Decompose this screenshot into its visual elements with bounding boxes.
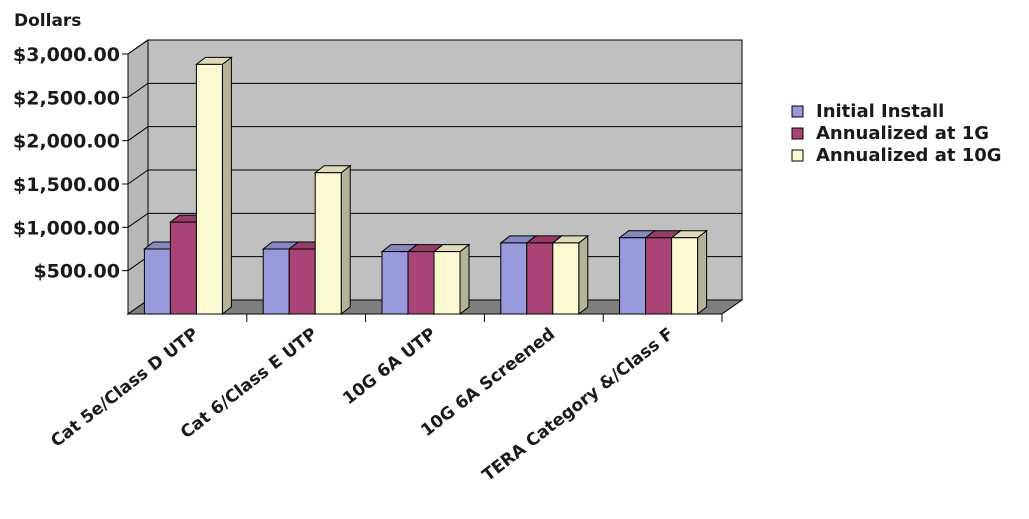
bar-side	[221, 56, 232, 316]
bar-front	[195, 63, 223, 315]
y-tick-labels: $500.00 $1,000.00 $1,500.00 $2,000.00 $2,500…	[13, 44, 120, 283]
legend-item: Initial Install	[791, 101, 944, 122]
bar-front	[314, 172, 342, 315]
bar-side	[459, 243, 470, 316]
y-tick-label: $2,000.00	[13, 131, 120, 153]
bar-front	[169, 221, 197, 315]
bar-side	[578, 234, 589, 316]
gridline	[127, 212, 742, 228]
bar	[551, 234, 590, 316]
y-tick-label: $500.00	[33, 261, 120, 283]
bar-side	[340, 164, 351, 316]
bar	[194, 56, 233, 316]
bar-front	[143, 248, 171, 315]
bar-front	[262, 248, 290, 315]
bar-front	[407, 251, 435, 315]
bar-front	[526, 242, 554, 315]
gridline	[127, 82, 742, 98]
bar-front	[288, 248, 316, 315]
bar-front	[671, 237, 699, 315]
bar	[432, 243, 471, 316]
bar-front	[433, 251, 461, 315]
legend-label: Annualized at 1G	[816, 123, 989, 144]
bar-front	[645, 237, 673, 315]
legend-label: Initial Install	[816, 101, 944, 122]
x-tick-label: TERA Category &/Class F	[479, 324, 678, 486]
bar-front	[500, 242, 528, 315]
legend-swatch	[791, 149, 804, 162]
bar-front	[619, 237, 647, 315]
legend-item: Annualized at 10G	[791, 145, 1002, 166]
legend-swatch	[791, 105, 804, 118]
bar	[313, 164, 352, 316]
bar-front	[381, 251, 409, 315]
bar-side	[697, 229, 708, 316]
legend-label: Annualized at 10G	[816, 145, 1002, 166]
y-tick-label: $1,500.00	[13, 174, 120, 196]
bar	[670, 229, 709, 316]
y-tick-label: $3,000.00	[13, 44, 120, 66]
bar-front	[552, 242, 580, 315]
gridline	[127, 169, 742, 185]
y-tick-label: $2,500.00	[13, 87, 120, 109]
x-tick-label: Cat 5e/Class D UTP	[47, 324, 202, 451]
legend-item: Annualized at 1G	[791, 123, 989, 144]
gridline	[127, 126, 742, 142]
y-tick-label: $1,000.00	[13, 217, 120, 239]
legend-swatch	[791, 127, 804, 140]
bars	[142, 56, 709, 316]
x-tick-label: 10G 6A UTP	[339, 324, 440, 409]
y-axis-title: Dollars	[14, 11, 81, 31]
gridline	[127, 39, 742, 55]
